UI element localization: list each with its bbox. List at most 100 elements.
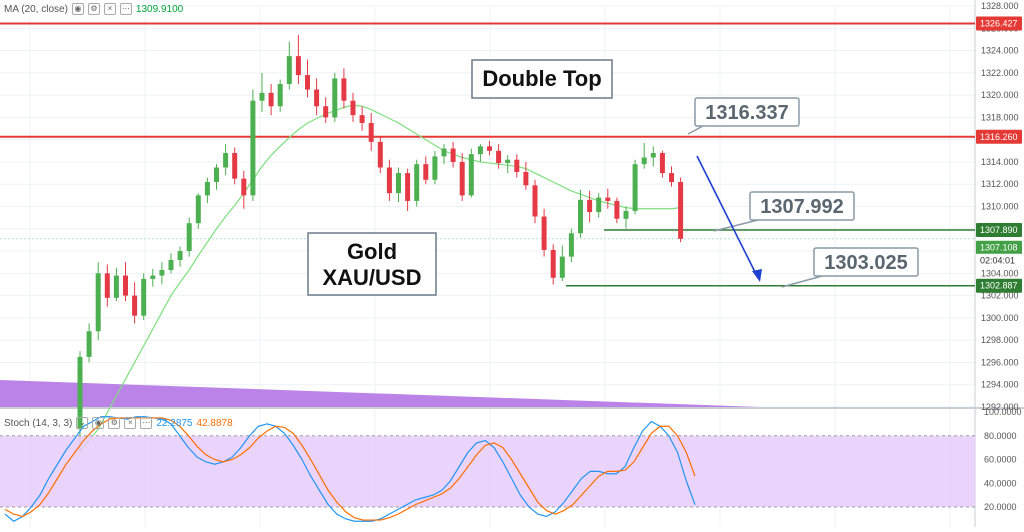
candle-body bbox=[487, 146, 492, 151]
candle-body bbox=[104, 273, 110, 298]
price-tag-support-1: 1307.890 bbox=[980, 225, 1018, 235]
candle-body bbox=[441, 148, 447, 157]
more-icon[interactable]: ⋯ bbox=[140, 417, 153, 429]
callout-1307 bbox=[749, 191, 855, 221]
candle-body bbox=[113, 275, 119, 298]
candle-body bbox=[259, 92, 265, 101]
price-tick-label: 1296.000 bbox=[981, 357, 1019, 367]
settings-icon[interactable]: ⚙ bbox=[87, 3, 100, 15]
eye-icon[interactable]: ◉ bbox=[92, 417, 105, 429]
callout-1316-pointer bbox=[687, 125, 704, 135]
price-tick-label: 1312.000 bbox=[981, 179, 1019, 189]
candle-body bbox=[432, 156, 438, 180]
stoch-indicator-label: Stoch (14, 3, 3) bbox=[4, 417, 73, 429]
price-tick-label: 1304.000 bbox=[981, 268, 1019, 278]
candle-body bbox=[214, 167, 219, 182]
callout-1316-text: 1316.337 bbox=[705, 102, 788, 124]
candle-body bbox=[514, 159, 520, 172]
candle-body bbox=[623, 210, 629, 219]
candle-body bbox=[541, 216, 547, 250]
candle-body bbox=[332, 78, 338, 118]
candle-body bbox=[568, 233, 574, 257]
double-top-label bbox=[471, 59, 613, 99]
candle-body bbox=[459, 161, 465, 196]
candle-body bbox=[86, 331, 92, 357]
candle-body bbox=[341, 78, 347, 101]
candle-body bbox=[223, 153, 229, 168]
candle-body bbox=[396, 173, 401, 194]
candle-body bbox=[578, 199, 583, 234]
stoch-tick-label: 20.0000 bbox=[984, 502, 1017, 512]
candle-body bbox=[268, 92, 274, 107]
price-tag-support-2-bg bbox=[976, 278, 1022, 293]
instrument-label bbox=[307, 232, 437, 296]
stoch-d-value: 42.8878 bbox=[196, 417, 233, 429]
candle-body bbox=[305, 75, 310, 90]
price-tick-label: 1328.000 bbox=[981, 1, 1019, 11]
price-tick-label: 1310.000 bbox=[981, 202, 1019, 212]
close-icon[interactable]: × bbox=[124, 417, 137, 429]
candle-body bbox=[286, 56, 292, 84]
stoch-tick-label: 40.0000 bbox=[984, 478, 1017, 488]
price-tag-resistance: 1316.260 bbox=[980, 132, 1018, 142]
candle-body bbox=[550, 249, 556, 278]
candle-body bbox=[632, 164, 638, 211]
candle-body bbox=[468, 154, 474, 196]
stoch-k-value: 22.2875 bbox=[156, 417, 193, 429]
callout-1303-pointer bbox=[781, 275, 823, 288]
price-tag-support-1-bg bbox=[976, 223, 1022, 238]
purple-band bbox=[0, 380, 760, 407]
candle-body bbox=[505, 159, 511, 164]
price-tick-label: 1324.000 bbox=[981, 46, 1019, 56]
price-tag-support-2: 1302.887 bbox=[980, 281, 1018, 291]
candle-body bbox=[177, 251, 183, 260]
more-icon[interactable]: ⋯ bbox=[119, 3, 132, 15]
instrument-label-text: Gold bbox=[347, 239, 397, 264]
candle-body bbox=[414, 164, 420, 201]
candle-body bbox=[350, 100, 356, 116]
price-tag-resistance-bg bbox=[976, 129, 1022, 144]
eye-icon[interactable]: ◉ bbox=[71, 3, 84, 15]
callout-1303-text: 1303.025 bbox=[824, 252, 907, 274]
candle-body bbox=[159, 269, 165, 276]
ma-indicator-header: MA (20, close) ◉ ⚙ × ⋯ 1309.9100 bbox=[4, 2, 183, 16]
settings-icon[interactable]: ⚙ bbox=[108, 417, 121, 429]
candle-body bbox=[314, 89, 320, 107]
candle-body bbox=[678, 181, 684, 239]
candle-body bbox=[368, 122, 374, 142]
candle-body bbox=[95, 273, 101, 332]
chevron-down-icon[interactable]: ⌄ bbox=[76, 417, 89, 429]
candle-body bbox=[450, 148, 456, 162]
candle-body bbox=[523, 171, 529, 186]
candle-body bbox=[386, 167, 392, 194]
candle-body bbox=[614, 200, 620, 219]
candle-body bbox=[323, 106, 329, 118]
stoch-indicator-header: Stoch (14, 3, 3) ⌄ ◉ ⚙ × ⋯ 22.2875 42.88… bbox=[4, 416, 233, 430]
price-tick-label: 1300.000 bbox=[981, 313, 1019, 323]
candle-body bbox=[195, 195, 201, 224]
close-icon[interactable]: × bbox=[103, 3, 116, 15]
double-top-label-text: Double Top bbox=[482, 66, 601, 91]
price-tick-label: 1298.000 bbox=[981, 335, 1019, 345]
candle-body bbox=[186, 223, 192, 252]
candle-body bbox=[405, 173, 411, 201]
price-tag-countdown: 02:04:01 bbox=[980, 256, 1015, 266]
price-tick-label: 1302.000 bbox=[981, 291, 1019, 301]
instrument-label-text: XAU/USD bbox=[322, 265, 421, 290]
price-tag-current: 1307.108 bbox=[980, 243, 1018, 253]
stoch-band bbox=[0, 435, 975, 507]
candle-body bbox=[250, 100, 256, 196]
stoch-tick-label: 60.0000 bbox=[984, 455, 1017, 465]
candle-body bbox=[496, 150, 502, 164]
price-tick-label: 1292.000 bbox=[981, 402, 1019, 412]
price-tick-label: 1318.000 bbox=[981, 112, 1019, 122]
ma-indicator-label: MA (20, close) bbox=[4, 3, 68, 15]
candle-body bbox=[659, 153, 665, 174]
callout-1303 bbox=[813, 247, 919, 277]
candle-body bbox=[669, 173, 674, 182]
candle-body bbox=[587, 199, 593, 213]
candle-body bbox=[295, 56, 301, 76]
price-tag-countdown-bg bbox=[976, 253, 1022, 268]
